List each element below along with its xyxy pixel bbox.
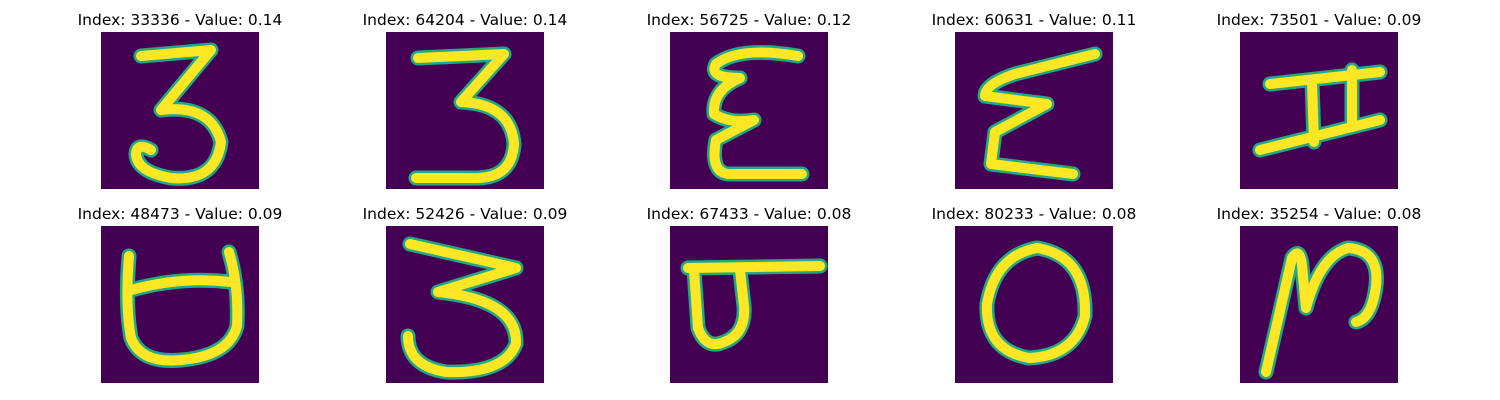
- panel-title: Index: 56725 - Value: 0.12: [646, 11, 852, 29]
- digit-image: [670, 226, 828, 383]
- sample-panel: Index: 52426 - Value: 0.09: [323, 204, 607, 394]
- panel-title: Index: 52426 - Value: 0.09: [362, 205, 568, 223]
- glyph-digit-3-flat-top: [408, 46, 522, 186]
- digit-image: [955, 226, 1113, 383]
- digit-image: [386, 32, 544, 189]
- glyph-digit-3: [128, 42, 229, 186]
- panel-title: Index: 60631 - Value: 0.11: [931, 11, 1137, 29]
- digit-image: [1240, 226, 1398, 383]
- glyph-flag-shape: [680, 258, 828, 352]
- panel-title: Index: 80233 - Value: 0.08: [931, 205, 1137, 223]
- sample-panel: Index: 33336 - Value: 0.14: [38, 10, 322, 200]
- panel-title: Index: 73501 - Value: 0.09: [1216, 11, 1422, 29]
- sample-panel: Index: 60631 - Value: 0.11: [892, 10, 1176, 200]
- glyph-curly-e: [706, 44, 810, 182]
- digit-image: [386, 226, 544, 383]
- digit-image: [670, 32, 828, 189]
- glyph-wavy-3: [400, 236, 524, 380]
- digit-image: [955, 32, 1113, 189]
- panel-title: Index: 67433 - Value: 0.08: [646, 205, 852, 223]
- sample-panel: Index: 56725 - Value: 0.12: [607, 10, 891, 200]
- digit-image: [1240, 32, 1398, 189]
- panel-title: Index: 64204 - Value: 0.14: [362, 11, 568, 29]
- sample-panel: Index: 35254 - Value: 0.08: [1177, 204, 1461, 394]
- panel-title: Index: 48473 - Value: 0.09: [77, 205, 283, 223]
- panel-title: Index: 35254 - Value: 0.08: [1216, 205, 1422, 223]
- glyph-zero: [979, 240, 1093, 366]
- panel-title: Index: 33336 - Value: 0.14: [77, 11, 283, 29]
- sample-panel: Index: 48473 - Value: 0.09: [38, 204, 322, 394]
- glyph-n-shape: [1258, 240, 1384, 380]
- digit-image: [101, 226, 259, 383]
- glyph-zigzag-e: [977, 46, 1103, 182]
- glyph-h-shape: [1252, 62, 1388, 158]
- glyph-cup-shape: [119, 244, 245, 369]
- digit-image: [101, 32, 259, 189]
- sample-panel: Index: 80233 - Value: 0.08: [892, 204, 1176, 394]
- sample-panel: Index: 73501 - Value: 0.09: [1177, 10, 1461, 200]
- sample-panel: Index: 67433 - Value: 0.08: [607, 204, 891, 394]
- sample-panel: Index: 64204 - Value: 0.14: [323, 10, 607, 200]
